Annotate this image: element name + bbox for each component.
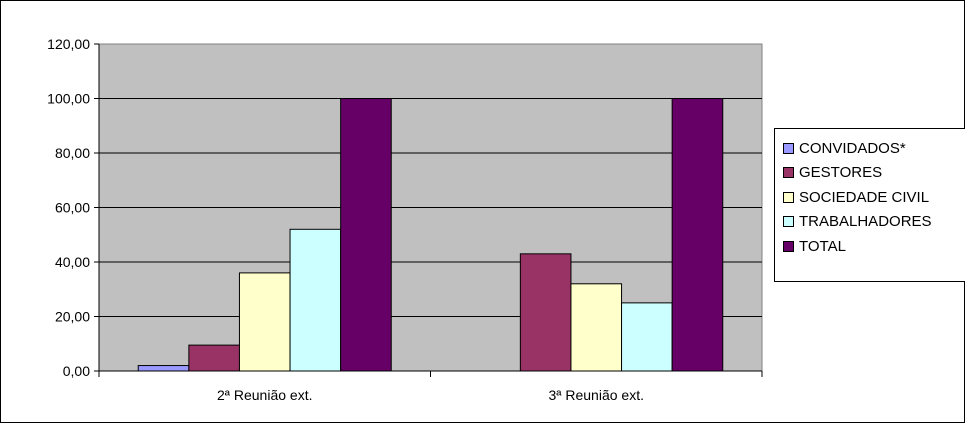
x-category-label: 2ª Reunião ext.: [217, 387, 312, 403]
legend-label: GESTORES: [799, 164, 883, 181]
y-tick-label: 60,00: [55, 200, 90, 216]
legend-swatch: [783, 167, 794, 178]
y-tick-label: 100,00: [47, 91, 90, 107]
legend-item: GESTORES: [783, 162, 882, 184]
axes: [94, 43, 763, 377]
x-category-label: 3ª Reunião ext.: [549, 387, 644, 403]
bar: [519, 253, 572, 372]
legend: CONVIDADOS* GESTORES SOCIEDADE CIVIL TRABAL…: [774, 128, 965, 282]
legend-swatch: [783, 191, 794, 203]
y-tick-labels: 0,00 20,00 40,00 60,00 80,00 100,00 120,00: [47, 36, 90, 379]
bar: [671, 98, 724, 372]
x-category-labels: 2ª Reunião ext. 3ª Reunião ext.: [217, 387, 644, 403]
legend-label: TRABALHADORES: [799, 213, 932, 230]
bar: [188, 344, 240, 372]
gridlines: [99, 98, 762, 317]
bar: [340, 98, 392, 372]
y-tick-label: 20,00: [55, 309, 90, 325]
y-tick-label: 0,00: [63, 363, 90, 379]
legend-label: TOTAL: [799, 237, 846, 255]
legend-item: TOTAL: [783, 235, 846, 257]
legend-swatch: [783, 216, 794, 227]
bars: [137, 98, 724, 372]
y-tick-label: 40,00: [55, 254, 90, 270]
bar: [570, 283, 623, 372]
y-tick-label: 120,00: [47, 36, 90, 52]
legend-label: CONVIDADOS*: [799, 139, 906, 157]
legend-swatch: [783, 142, 794, 154]
legend-item: CONVIDADOS*: [783, 137, 906, 159]
legend-label: SOCIEDADE CIVIL: [799, 188, 930, 206]
y-tick-label: 80,00: [55, 145, 90, 161]
bar: [238, 272, 291, 372]
bar: [289, 228, 342, 372]
legend-item: TRABALHADORES: [783, 211, 932, 233]
legend-swatch: [783, 240, 794, 252]
bar: [621, 302, 673, 372]
legend-item: SOCIEDADE CIVIL: [783, 186, 929, 208]
bar: [137, 365, 190, 372]
